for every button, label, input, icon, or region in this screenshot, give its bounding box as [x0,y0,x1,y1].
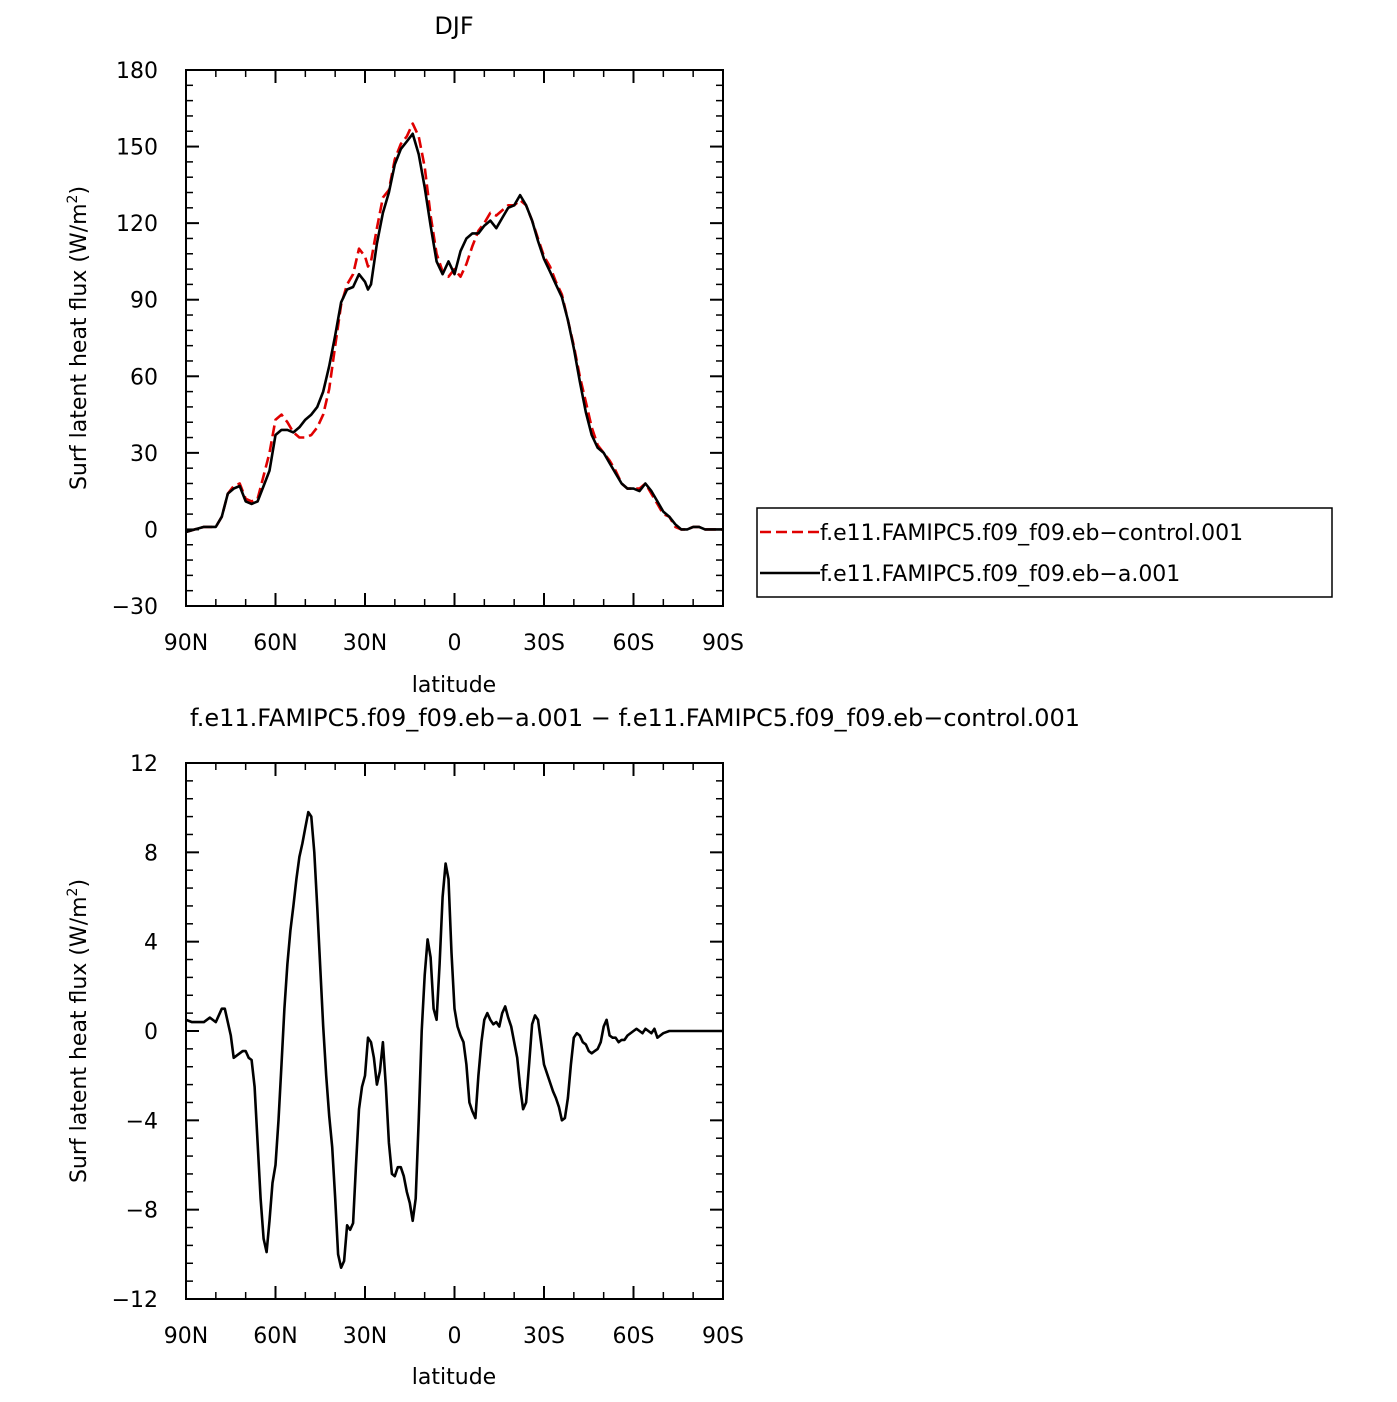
series-line-0 [185,810,723,1269]
y-tick-label: 0 [144,518,158,543]
x-axis-label: latitude [412,673,496,698]
x-tick-label: 0 [448,1324,462,1349]
x-tick-label: 60S [613,631,655,656]
x-tick-label: 30N [343,1324,387,1349]
panel-title: DJF [434,12,473,40]
series-layer [185,122,723,534]
legend-box [756,507,1333,598]
y-tick-label: 90 [130,289,158,314]
x-tick-label: 60N [253,1324,297,1349]
panel-climatology: DJF 90N 60N 30N 0 30S 60S 90S 180 150 120 90 60 30 0 −… [65,12,744,698]
y-tick-label: 0 [144,1020,158,1045]
legend-label-control: f.e11.FAMIPC5.f09_f09.eb−control.001 [820,521,1243,546]
y-tick-label: −30 [112,595,158,620]
legend: f.e11.FAMIPC5.f09_f09.eb−control.001 f.e… [756,507,1333,598]
series-layer [185,810,723,1269]
x-tick-label: 90N [164,631,208,656]
x-tick-label: 0 [448,631,462,656]
y-tick-label: 60 [130,365,158,390]
series-line-1 [185,132,723,534]
x-tick-label: 90S [702,1324,744,1349]
x-tick-label: 60S [613,1324,655,1349]
y-tick-label: −12 [112,1288,158,1313]
y-tick-label: 30 [130,442,158,467]
tick-layer: 90N 60N 30N 0 30S 60S 90S 12 8 4 0 −4 −8 −12 [112,752,744,1349]
y-tick-label: 4 [144,931,158,956]
tick-layer: 90N 60N 30N 0 30S 60S 90S 180 150 120 90 60 30 0 −30 [112,59,744,656]
panel-title: f.e11.FAMIPC5.f09_f09.eb−a.001 − f.e11.F… [190,704,1080,732]
y-tick-label: 150 [116,136,158,161]
x-tick-label: 30S [523,1324,565,1349]
y-tick-label: 180 [116,59,158,84]
panel-difference: f.e11.FAMIPC5.f09_f09.eb−a.001 − f.e11.F… [65,704,1080,1390]
x-tick-label: 60N [253,631,297,656]
y-axis-label: Surf latent heat flux (W/m2) [65,186,92,490]
y-tick-label: −8 [126,1199,158,1224]
x-tick-label: 90S [702,631,744,656]
legend-label-experiment: f.e11.FAMIPC5.f09_f09.eb−a.001 [820,562,1180,587]
plot-frame [185,69,724,607]
x-axis-label: latitude [412,1365,496,1390]
y-tick-label: 8 [144,841,158,866]
y-tick-label: −4 [126,1109,158,1134]
series-line-0 [185,122,723,534]
y-tick-label: 120 [116,212,158,237]
x-tick-label: 90N [164,1324,208,1349]
y-tick-label: 12 [130,752,158,777]
y-axis-label: Surf latent heat flux (W/m2) [65,879,92,1183]
x-tick-label: 30N [343,631,387,656]
x-tick-label: 30S [523,631,565,656]
